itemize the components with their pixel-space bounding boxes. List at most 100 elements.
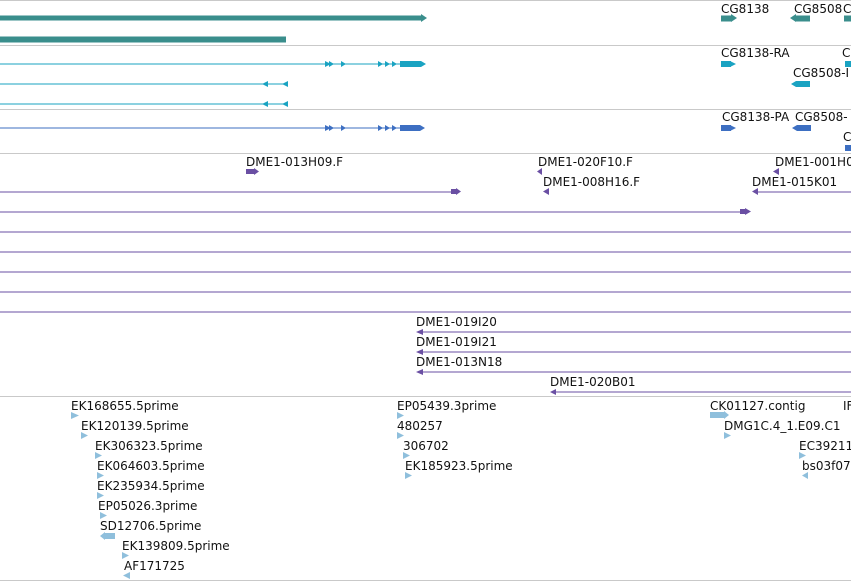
track-separator — [0, 45, 851, 46]
est-ep05026[interactable] — [100, 512, 107, 519]
exon-arrow — [791, 81, 796, 87]
gene-label[interactable]: CG8138 — [721, 2, 770, 16]
est-label[interactable]: CK01127.contig — [710, 399, 806, 413]
gene-feature-arrow — [421, 14, 427, 22]
transcript-exon[interactable] — [400, 61, 421, 67]
est-af171725[interactable] — [123, 572, 130, 579]
est-label[interactable]: EK235934.5prime — [97, 479, 205, 493]
exon-arrow — [378, 61, 383, 67]
clone-001h0[interactable] — [773, 168, 779, 175]
clone-arrow — [416, 349, 423, 355]
est-ek120139[interactable] — [81, 432, 88, 439]
clone-end — [451, 189, 457, 194]
clone-arrow — [254, 168, 259, 175]
clone-track — [0, 168, 851, 395]
gene-label[interactable]: CG8508 — [794, 2, 843, 16]
protein-label[interactable]: CG8138-PA — [722, 110, 790, 124]
clone-label[interactable]: DME1-020F10.F — [538, 155, 633, 169]
gene-feature-cg8508[interactable] — [796, 15, 810, 22]
est-ek185923[interactable] — [405, 472, 412, 479]
exon-arrow — [730, 125, 736, 131]
gene-feature[interactable] — [0, 15, 421, 21]
gene-arrow — [790, 14, 796, 22]
est-label[interactable]: DMG1C.4_1.E09.C1 — [724, 419, 841, 433]
clone-label[interactable]: DME1-013N18 — [416, 355, 503, 369]
est-label[interactable]: bs03f07 — [802, 459, 851, 473]
est-label[interactable]: 480257 — [397, 419, 443, 433]
clone-label[interactable]: DME1-015K01 — [752, 175, 838, 189]
exon-arrow — [282, 81, 288, 87]
est-label[interactable]: EK306323.5prime — [95, 439, 203, 453]
est-sd12706[interactable] — [104, 533, 115, 539]
est-track — [71, 411, 808, 579]
est-label[interactable]: 306702 — [403, 439, 449, 453]
exon-arrow — [420, 125, 425, 131]
est-label[interactable]: EP05026.3prime — [98, 499, 198, 513]
clone-arrow — [456, 188, 461, 195]
protein-c[interactable] — [845, 145, 851, 151]
clone-label[interactable]: DME1-019I21 — [416, 335, 497, 349]
clone-label[interactable]: DME1-013H09.F — [246, 155, 344, 169]
transcript-label[interactable]: C — [842, 46, 851, 60]
clone-label[interactable]: DME1-001H0 — [775, 155, 851, 169]
est-ek168655[interactable] — [71, 412, 79, 419]
clone-end — [740, 209, 746, 214]
est-ek064603[interactable] — [97, 472, 104, 479]
gene-track — [0, 14, 851, 43]
est-label[interactable]: EK139809.5prime — [122, 539, 230, 553]
exon-arrow — [329, 125, 334, 131]
exon-arrow — [378, 125, 383, 131]
exon-arrow — [325, 61, 331, 67]
clone-013h09[interactable] — [246, 169, 254, 174]
track-separator — [0, 396, 851, 397]
est-ek306323[interactable] — [95, 452, 102, 459]
transcript-label[interactable]: CG8508-I — [793, 66, 850, 80]
clone-arrow — [416, 369, 423, 375]
est-dmg1c[interactable] — [724, 432, 731, 439]
est-ck01127[interactable] — [710, 412, 725, 418]
protein-label[interactable]: C — [843, 130, 851, 144]
est-label[interactable]: EP05439.3prime — [397, 399, 497, 413]
est-bs03f07[interactable] — [802, 472, 808, 479]
clone-label[interactable]: DME1-008H16.F — [543, 175, 641, 189]
exon-arrow — [730, 61, 736, 67]
est-ek139809[interactable] — [122, 552, 129, 559]
exon-arrow — [421, 61, 426, 67]
est-label[interactable]: EK185923.5prime — [405, 459, 513, 473]
clone-label[interactable]: DME1-020B01 — [550, 375, 636, 389]
est-label[interactable]: EK064603.5prime — [97, 459, 205, 473]
est-label[interactable]: EK168655.5prime — [71, 399, 179, 413]
exon-arrow — [262, 81, 268, 87]
track-separator — [0, 0, 851, 1]
clone-020f10[interactable] — [537, 168, 542, 175]
est-480257[interactable] — [397, 432, 404, 439]
protein-label[interactable]: CG8508- — [795, 110, 848, 124]
est-ep05439[interactable] — [397, 412, 404, 419]
transcript-c[interactable] — [845, 61, 851, 67]
transcript-cg8508[interactable] — [796, 81, 810, 87]
protein-cg8508[interactable] — [797, 125, 811, 131]
gene-feature-c[interactable] — [844, 15, 851, 22]
est-label[interactable]: SD12706.5prime — [100, 519, 202, 533]
est-label[interactable]: IF — [843, 399, 851, 413]
gene-feature[interactable] — [0, 36, 286, 43]
transcript-label[interactable]: CG8138-RA — [721, 46, 790, 60]
gene-feature-cg8138[interactable] — [721, 15, 732, 22]
clone-label[interactable]: DME1-019I20 — [416, 315, 497, 329]
est-ek235934[interactable] — [97, 492, 104, 499]
est-ec39211[interactable] — [799, 452, 806, 459]
est-label[interactable]: AF171725 — [124, 559, 185, 573]
est-306702[interactable] — [403, 452, 410, 459]
gene-label[interactable]: C — [843, 2, 851, 16]
clone-arrow — [550, 389, 556, 395]
protein-cg8138-pa[interactable] — [721, 125, 731, 131]
est-label[interactable]: EK120139.5prime — [81, 419, 189, 433]
clone-arrow — [745, 208, 751, 215]
est-label[interactable]: EC39211 — [799, 439, 851, 453]
clone-008h16[interactable] — [543, 188, 549, 195]
gene-arrow — [731, 14, 737, 22]
protein-exon[interactable] — [400, 125, 420, 131]
transcript-cg8138-ra[interactable] — [721, 61, 731, 67]
